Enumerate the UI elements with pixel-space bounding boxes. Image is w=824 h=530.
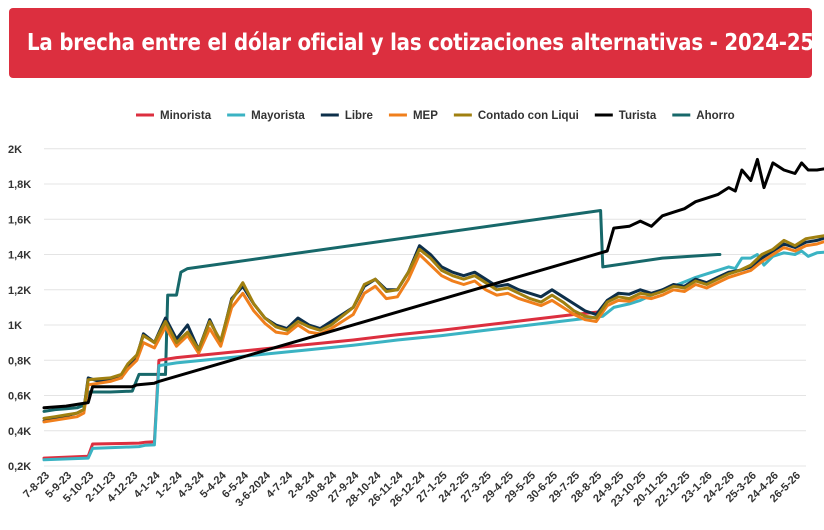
series-line-turista: [42, 157, 824, 410]
legend-label: Contado con Liqui: [478, 110, 579, 122]
legend-item-minorista[interactable]: Minorista: [136, 110, 212, 122]
legend-label: MEP: [413, 110, 438, 122]
y-tick-label: 0,2K: [8, 461, 31, 473]
y-tick-label: 0,6K: [8, 391, 31, 403]
legend-label: Turista: [619, 110, 657, 122]
series-line-contado-con-liqui: [42, 234, 824, 420]
series-lines: [42, 157, 824, 462]
legend-item-libre[interactable]: Libre: [320, 110, 373, 122]
y-tick-label: 1,6K: [8, 214, 31, 226]
y-tick-label: 0,4K: [8, 426, 31, 438]
y-tick-label: 1,2K: [8, 285, 31, 297]
y-axis: 0,2K 0,4K 0,6K 0,8K 1K 1,2K 1,4K 1,6K 1,8K 2K: [8, 144, 31, 473]
series-line-mep: [42, 240, 824, 424]
series-line-libre: [42, 236, 824, 423]
legend-label: Mayorista: [251, 110, 305, 122]
y-tick-label: 1,8K: [8, 179, 31, 191]
chart-title: La brecha entre el dólar oficial y las c…: [27, 30, 815, 56]
legend-item-mayorista[interactable]: Mayorista: [227, 110, 305, 122]
y-tick-label: 1K: [8, 320, 22, 332]
legend-item-mep[interactable]: MEP: [388, 110, 438, 122]
legend[interactable]: Minorista Mayorista Libre MEP Contado con Li…: [136, 110, 735, 122]
title-banner: La brecha entre el dólar oficial y las c…: [9, 8, 815, 78]
x-axis: 7-8-235-9-235-10-232-11-234-12-234-1-241…: [21, 469, 803, 509]
legend-label: Libre: [345, 110, 373, 122]
y-tick-label: 2K: [8, 144, 22, 156]
grid-lines: [44, 148, 806, 467]
y-tick-label: 1,4K: [8, 250, 31, 262]
legend-label: Minorista: [160, 110, 212, 122]
legend-item-contado-con-liqui[interactable]: Contado con Liqui: [453, 110, 579, 122]
y-tick-label: 0,8K: [8, 355, 31, 367]
series-line-ahorro: [42, 209, 722, 413]
series-line-minorista: [42, 310, 603, 460]
legend-item-ahorro[interactable]: Ahorro: [672, 110, 735, 122]
legend-label: Ahorro: [696, 110, 734, 122]
legend-item-turista[interactable]: Turista: [594, 110, 657, 122]
